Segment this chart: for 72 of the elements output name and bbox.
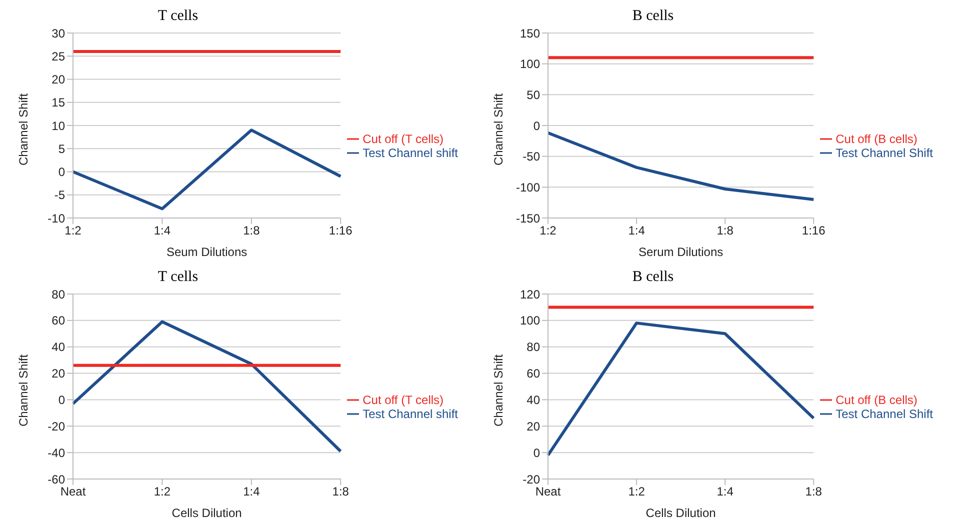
x-axis-title: Seum Dilutions bbox=[166, 245, 248, 259]
y-tick-label: 60 bbox=[526, 366, 540, 381]
y-tick-label: 40 bbox=[526, 392, 540, 407]
y-tick-label: -20 bbox=[522, 472, 540, 486]
chart-title: T cells bbox=[156, 269, 200, 287]
y-tick-label: 30 bbox=[52, 26, 66, 40]
x-tick-label: 1:8 bbox=[332, 484, 350, 499]
x-axis-title: Cells Dilution bbox=[646, 506, 716, 520]
y-tick-label: 0 bbox=[58, 165, 66, 180]
x-tick-label: 1:16 bbox=[802, 224, 826, 238]
x-tick-label: 1:2 bbox=[540, 224, 557, 238]
line-series bbox=[546, 131, 816, 201]
y-axis-title: Channel Shift bbox=[16, 354, 30, 426]
y-tick-label: -150 bbox=[516, 211, 540, 226]
y-tick-label: 120 bbox=[520, 287, 540, 302]
legend-label: Test Channel Shift bbox=[836, 146, 933, 160]
y-tick-label: 40 bbox=[52, 340, 66, 354]
line-series bbox=[72, 128, 342, 210]
x-tick-label: 1:4 bbox=[628, 224, 646, 238]
y-axis-title: Channel Shift bbox=[16, 92, 30, 166]
y-tick-label: 10 bbox=[52, 118, 66, 133]
y-tick-label: -50 bbox=[522, 150, 540, 164]
legend-label: Cut off (T cells) bbox=[362, 132, 444, 146]
x-tick-label: 1:16 bbox=[328, 224, 353, 238]
y-axis-title: Channel Shift bbox=[491, 354, 506, 426]
legend-label: Cut off (B cells) bbox=[836, 392, 918, 406]
x-tick-label: 1:4 bbox=[243, 484, 260, 499]
y-tick-label: 100 bbox=[520, 314, 540, 328]
y-tick-label: 0 bbox=[58, 392, 66, 407]
y-tick-label: -10 bbox=[48, 211, 66, 226]
y-tick-label: 20 bbox=[52, 366, 66, 381]
y-tick-label: 15 bbox=[52, 96, 66, 110]
y-tick-label: 50 bbox=[526, 88, 540, 102]
x-tick-label: 1:2 bbox=[64, 224, 82, 238]
x-axis-title: Cells Dilution bbox=[172, 506, 242, 520]
x-tick-label: 1:4 bbox=[154, 224, 171, 238]
y-tick-label: 20 bbox=[52, 72, 66, 87]
x-tick-label: 1:8 bbox=[716, 224, 734, 238]
y-tick-label: -40 bbox=[48, 446, 66, 460]
x-tick-label: 1:8 bbox=[243, 224, 260, 238]
x-tick-label: 1:2 bbox=[154, 484, 171, 499]
legend-label: Cut off (B cells) bbox=[836, 132, 918, 146]
chart-title: T cells bbox=[156, 8, 200, 26]
y-tick-label: 150 bbox=[520, 26, 540, 40]
y-tick-label: 80 bbox=[52, 287, 66, 302]
y-tick-label: -5 bbox=[54, 188, 66, 202]
y-tick-label: -100 bbox=[516, 180, 540, 194]
line-series bbox=[546, 322, 816, 457]
y-tick-label: 25 bbox=[52, 49, 66, 64]
line-series bbox=[72, 320, 342, 453]
legend-label: Test Channel shift bbox=[362, 406, 458, 420]
x-tick-label: 1:8 bbox=[805, 484, 822, 499]
y-tick-label: -60 bbox=[48, 472, 66, 486]
y-axis-title: Channel Shift bbox=[491, 92, 506, 166]
y-tick-label: 100 bbox=[520, 57, 540, 72]
x-tick-label: Neat bbox=[60, 484, 86, 499]
x-tick-label: Neat bbox=[535, 484, 562, 499]
chart-title: B cells bbox=[631, 269, 675, 287]
x-axis-title: Serum Dilutions bbox=[638, 245, 724, 259]
y-tick-label: 0 bbox=[533, 118, 540, 133]
x-tick-label: 1:4 bbox=[716, 484, 734, 499]
chart-title: B cells bbox=[631, 8, 675, 26]
y-tick-label: -20 bbox=[48, 419, 66, 434]
x-tick-label: 1:2 bbox=[628, 484, 646, 499]
y-tick-label: 0 bbox=[533, 446, 540, 460]
y-tick-label: 5 bbox=[58, 142, 66, 156]
legend-label: Test Channel Shift bbox=[836, 406, 933, 420]
legend-label: Cut off (T cells) bbox=[362, 392, 444, 406]
y-tick-label: 80 bbox=[526, 340, 540, 354]
y-tick-label: 20 bbox=[526, 419, 540, 434]
y-tick-label: 60 bbox=[52, 314, 66, 328]
legend-label: Test Channel shift bbox=[362, 146, 458, 160]
